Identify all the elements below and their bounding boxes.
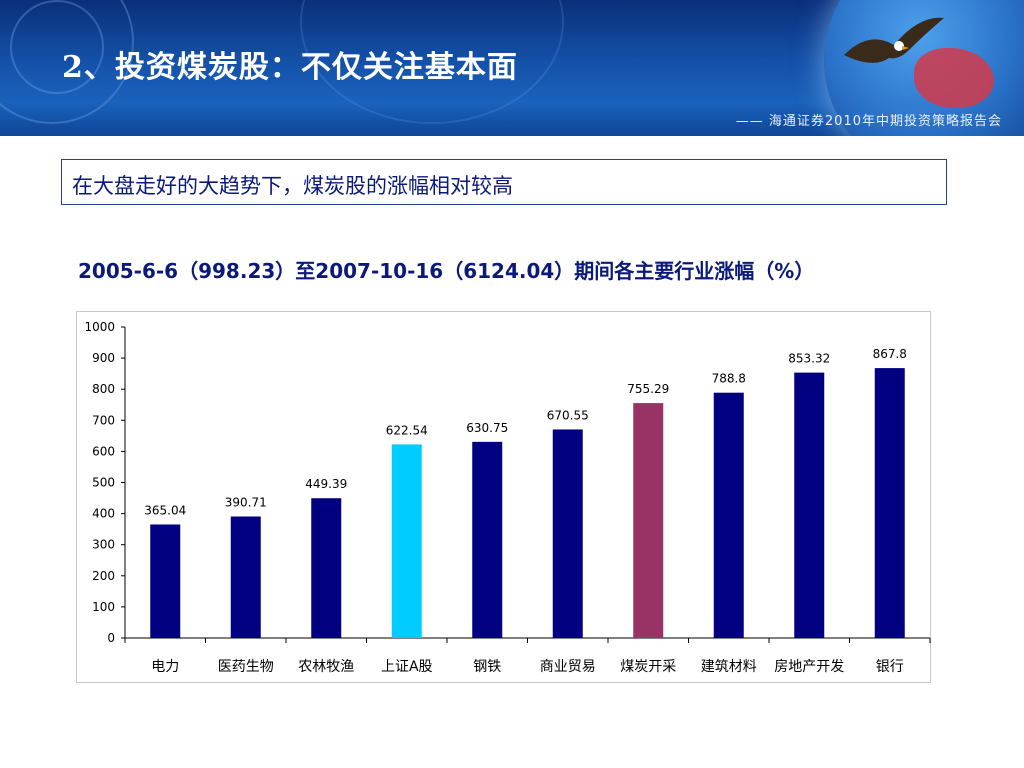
category-label: 电力 (151, 659, 179, 675)
bar-value-label: 853.32 (788, 352, 830, 366)
bar-chart: 0 100 200 300 400 500 600 700 800 900 1000 365.04 电力… (84, 320, 931, 675)
category-label: 房地产开发 (774, 659, 844, 675)
chart-title: 2005-6-6（998.23）至2007-10-16（6124.04）期间各主… (78, 259, 815, 283)
bar-value-label: 670.55 (547, 408, 589, 422)
bar (391, 444, 422, 638)
category-label: 建筑材料 (701, 659, 757, 675)
bar-value-label: 788.8 (712, 372, 746, 386)
category-label: 银行 (876, 659, 904, 675)
chart-frame (76, 311, 931, 683)
bar-value-label: 630.75 (466, 421, 508, 435)
bar-value-label: 755.29 (627, 382, 669, 396)
y-tick-label: 200 (92, 569, 115, 583)
bar-value-label: 365.04 (144, 503, 186, 517)
y-tick-label: 700 (92, 413, 115, 427)
header-banner: 2、投资煤炭股：不仅关注基本面 —— 海通证券2010年中期投资策略报告会 (0, 0, 1024, 136)
bar (150, 524, 181, 638)
decorative-swirl (10, 0, 104, 94)
y-tick-label: 800 (92, 382, 115, 396)
bar (874, 368, 905, 638)
bar-value-label: 622.54 (386, 423, 428, 437)
y-tick-label: 500 (92, 476, 115, 490)
bar (794, 372, 825, 638)
category-label: 煤炭开采 (620, 659, 676, 675)
bar (311, 498, 342, 638)
y-tick-label: 900 (92, 351, 115, 365)
category-label: 商业贸易 (540, 659, 596, 675)
y-tick-label: 1000 (84, 320, 115, 334)
y-tick-label: 300 (92, 538, 115, 552)
y-tick-label: 600 (92, 444, 115, 458)
bar (230, 516, 261, 638)
china-map-graphic (914, 48, 994, 108)
y-tick-label: 100 (92, 600, 115, 614)
y-tick-label: 0 (107, 631, 115, 645)
report-tag: —— 海通证券2010年中期投资策略报告会 (735, 114, 1002, 129)
eagle-icon (844, 17, 944, 63)
y-tick-label: 400 (92, 507, 115, 521)
bar-value-label: 390.71 (225, 495, 267, 509)
category-label: 上证A股 (381, 659, 433, 675)
headline-text: 在大盘走好的大趋势下，煤炭股的涨幅相对较高 (72, 174, 513, 198)
category-label: 钢铁 (473, 659, 501, 675)
headline-box: 在大盘走好的大趋势下，煤炭股的涨幅相对较高 (61, 159, 947, 205)
category-label: 医药生物 (218, 659, 274, 675)
bar (472, 441, 503, 638)
bar (552, 429, 583, 638)
category-label: 农林牧渔 (298, 659, 354, 675)
bar-value-label: 449.39 (305, 477, 347, 491)
bar (633, 403, 664, 638)
bar (713, 392, 744, 638)
slide-title: 2、投资煤炭股：不仅关注基本面 (62, 50, 518, 85)
bar-value-label: 867.8 (873, 347, 907, 361)
